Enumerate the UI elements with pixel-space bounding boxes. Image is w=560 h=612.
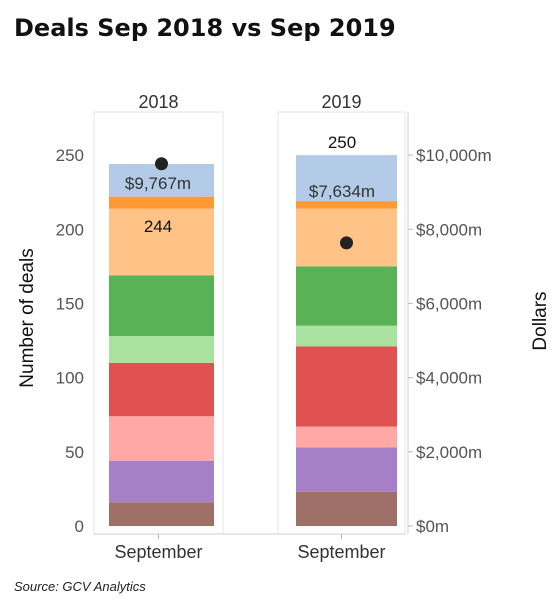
bar-segment [296, 155, 397, 202]
bar-segment [109, 336, 214, 363]
bar-segment [296, 426, 397, 448]
right-tick-label: $10,000m [416, 146, 492, 165]
left-tick-label: 200 [56, 220, 84, 239]
total-deals-label: 244 [144, 217, 172, 236]
right-tick-label: $0m [416, 517, 449, 536]
bar-segment [109, 275, 214, 337]
bar-segment [109, 208, 214, 276]
bar-segment [296, 325, 397, 347]
left-tick-label: 250 [56, 146, 84, 165]
right-tick-label: $8,000m [416, 220, 482, 239]
bar-segment [109, 196, 214, 209]
bar-segment [296, 447, 397, 492]
x-tick-label: September [114, 542, 202, 562]
dollars-label: $9,767m [125, 174, 191, 193]
dollars-label: $7,634m [309, 182, 375, 201]
source-note: Source: GCV Analytics [14, 579, 146, 594]
bar-segment [109, 416, 214, 461]
right-axis-title: Dollars [530, 291, 551, 350]
axes: 0 50 100 150 200 250 $0m $2,000m $4,000m $6,000m $… [17, 112, 551, 562]
bar-segment [296, 266, 397, 326]
right-tick-label: $2,000m [416, 443, 482, 462]
bar-segment [296, 201, 397, 209]
bar-segment [109, 460, 214, 503]
dollars-dot [340, 236, 353, 250]
total-deals-label: 250 [328, 133, 356, 152]
dollars-dot [155, 157, 168, 171]
column-header: 2019 [321, 92, 361, 112]
bar-segment [296, 491, 397, 526]
right-tick-label: $4,000m [416, 369, 482, 388]
left-tick-label: 0 [75, 517, 84, 536]
right-tick-label: $6,000m [416, 294, 482, 313]
bar-segment [109, 362, 214, 417]
left-tick-label: 150 [56, 294, 84, 313]
bar-stacks [109, 155, 397, 526]
left-axis-title: Number of deals [17, 248, 38, 387]
chart-title: Deals Sep 2018 vs Sep 2019 [14, 14, 396, 42]
bar-segment [109, 502, 214, 526]
left-tick-label: 100 [56, 369, 84, 388]
column-header: 2018 [138, 92, 178, 112]
bar-segment [296, 346, 397, 427]
left-tick-label: 50 [65, 443, 84, 462]
x-tick-label: September [297, 542, 385, 562]
annotations: 244 $9,767m 250 $7,634m [125, 133, 375, 250]
